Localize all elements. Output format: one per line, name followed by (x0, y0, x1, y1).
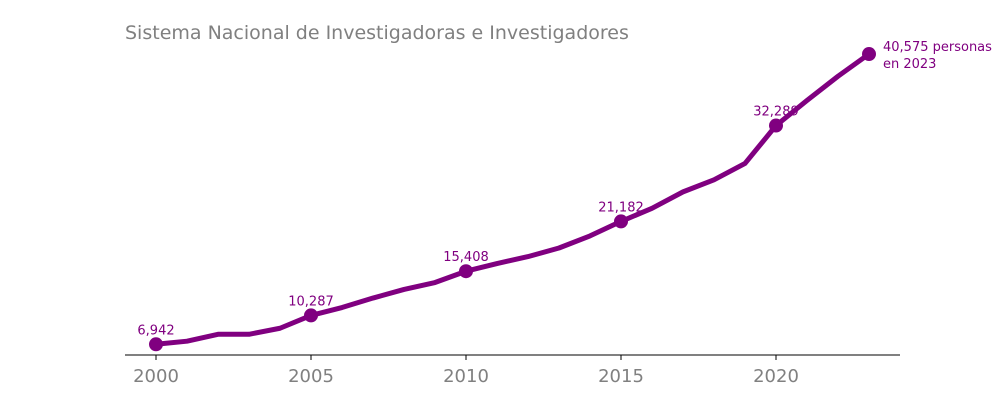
data-point-label: 21,182 (598, 200, 644, 215)
x-tick-label: 2005 (288, 366, 334, 387)
x-tick-label: 2000 (133, 366, 179, 387)
data-point-label: 6,942 (137, 323, 174, 338)
data-point-marker (304, 308, 318, 323)
data-point-label: 10,287 (288, 294, 334, 309)
end-label-line: en 2023 (883, 57, 936, 72)
data-point-label: 15,408 (443, 250, 489, 265)
data-point-marker (769, 118, 783, 133)
end-point-marker (862, 47, 876, 62)
x-tick-label: 2020 (753, 366, 799, 387)
x-tick-label: 2015 (598, 366, 644, 387)
series-line (153, 51, 872, 347)
x-tick-label: 2010 (443, 366, 489, 387)
data-point-marker (149, 337, 163, 352)
data-point-label: 32,289 (753, 105, 799, 120)
end-label-line: 40,575 personas (883, 40, 992, 55)
data-point-marker (459, 264, 473, 279)
data-point-marker (614, 214, 628, 229)
chart-title: Sistema Nacional de Investigadoras e Inv… (125, 22, 629, 44)
